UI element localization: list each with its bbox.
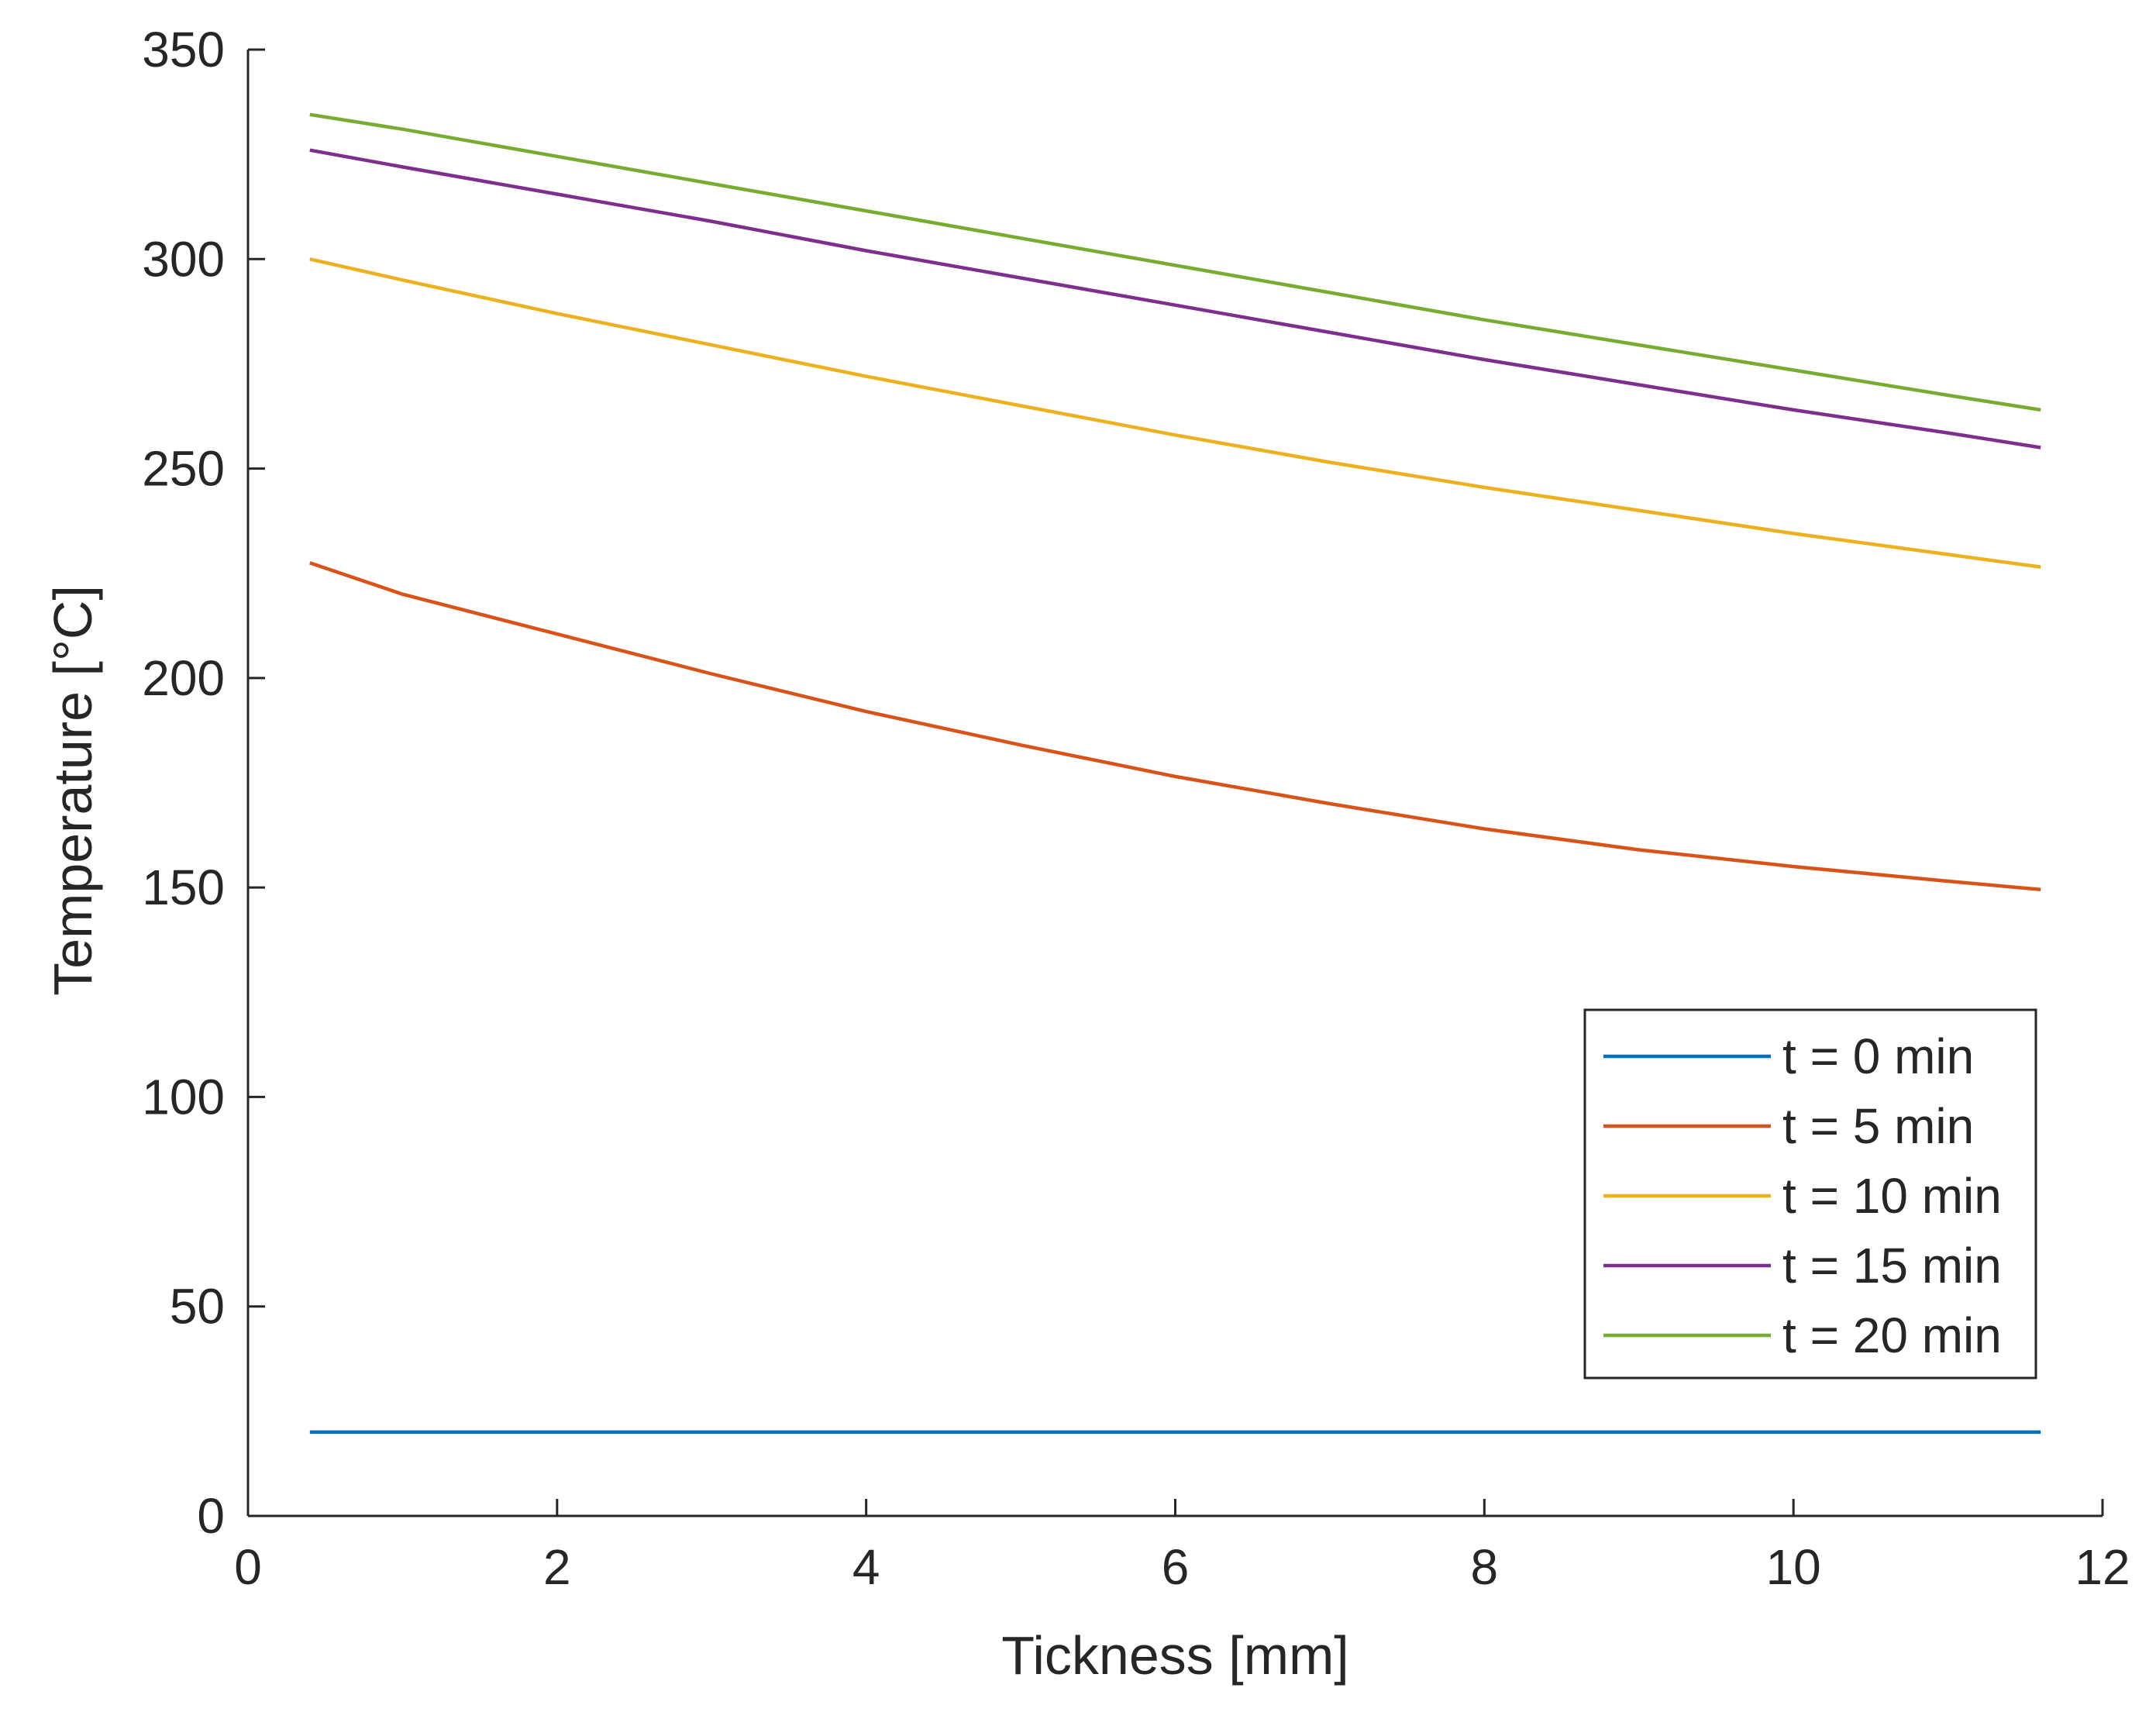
- y-tick-label: 300: [142, 231, 225, 287]
- legend-box: [1583, 1008, 2037, 1380]
- x-axis-label: Tickness [mm]: [1001, 1625, 1349, 1686]
- x-tick-label: 12: [2075, 1539, 2130, 1595]
- x-tick-label: 4: [852, 1539, 880, 1595]
- x-tick-label: 0: [234, 1539, 262, 1595]
- legend-entry-0: t = 0 min: [1782, 1028, 1974, 1084]
- x-tick-label: 6: [1162, 1539, 1190, 1595]
- legend-entry-2: t = 10 min: [1782, 1168, 2002, 1224]
- y-tick-label: 100: [142, 1069, 225, 1125]
- y-axis-label: Temperature [°C]: [43, 585, 103, 996]
- axes: 0 2 4 6 8 10 12 0 50 100 150 200 250 300 350: [142, 22, 2130, 1595]
- y-tick-label: 200: [142, 650, 225, 706]
- legend-entry-4: t = 20 min: [1782, 1307, 2002, 1363]
- y-tick-label: 350: [142, 22, 225, 78]
- series-lines: [309, 112, 2041, 1435]
- series-line-4: [309, 112, 2041, 412]
- legend-entry-1: t = 5 min: [1782, 1098, 1974, 1154]
- x-tick-label: 8: [1471, 1539, 1499, 1595]
- series-line-3: [309, 148, 2041, 450]
- y-tick-label: 0: [197, 1488, 225, 1544]
- legend-entry-3: t = 15 min: [1782, 1238, 2002, 1293]
- x-tick-label: 2: [543, 1539, 571, 1595]
- series-line-2: [309, 257, 2041, 569]
- y-tick-label: 50: [170, 1279, 225, 1335]
- x-tick-label: 10: [1766, 1539, 1821, 1595]
- y-tick-label: 150: [142, 859, 225, 915]
- legend: t = 0 min t = 5 min t = 10 min t = 15 min t …: [1583, 1008, 2037, 1380]
- series-line-1: [309, 561, 2041, 892]
- y-tick-label: 250: [142, 441, 225, 497]
